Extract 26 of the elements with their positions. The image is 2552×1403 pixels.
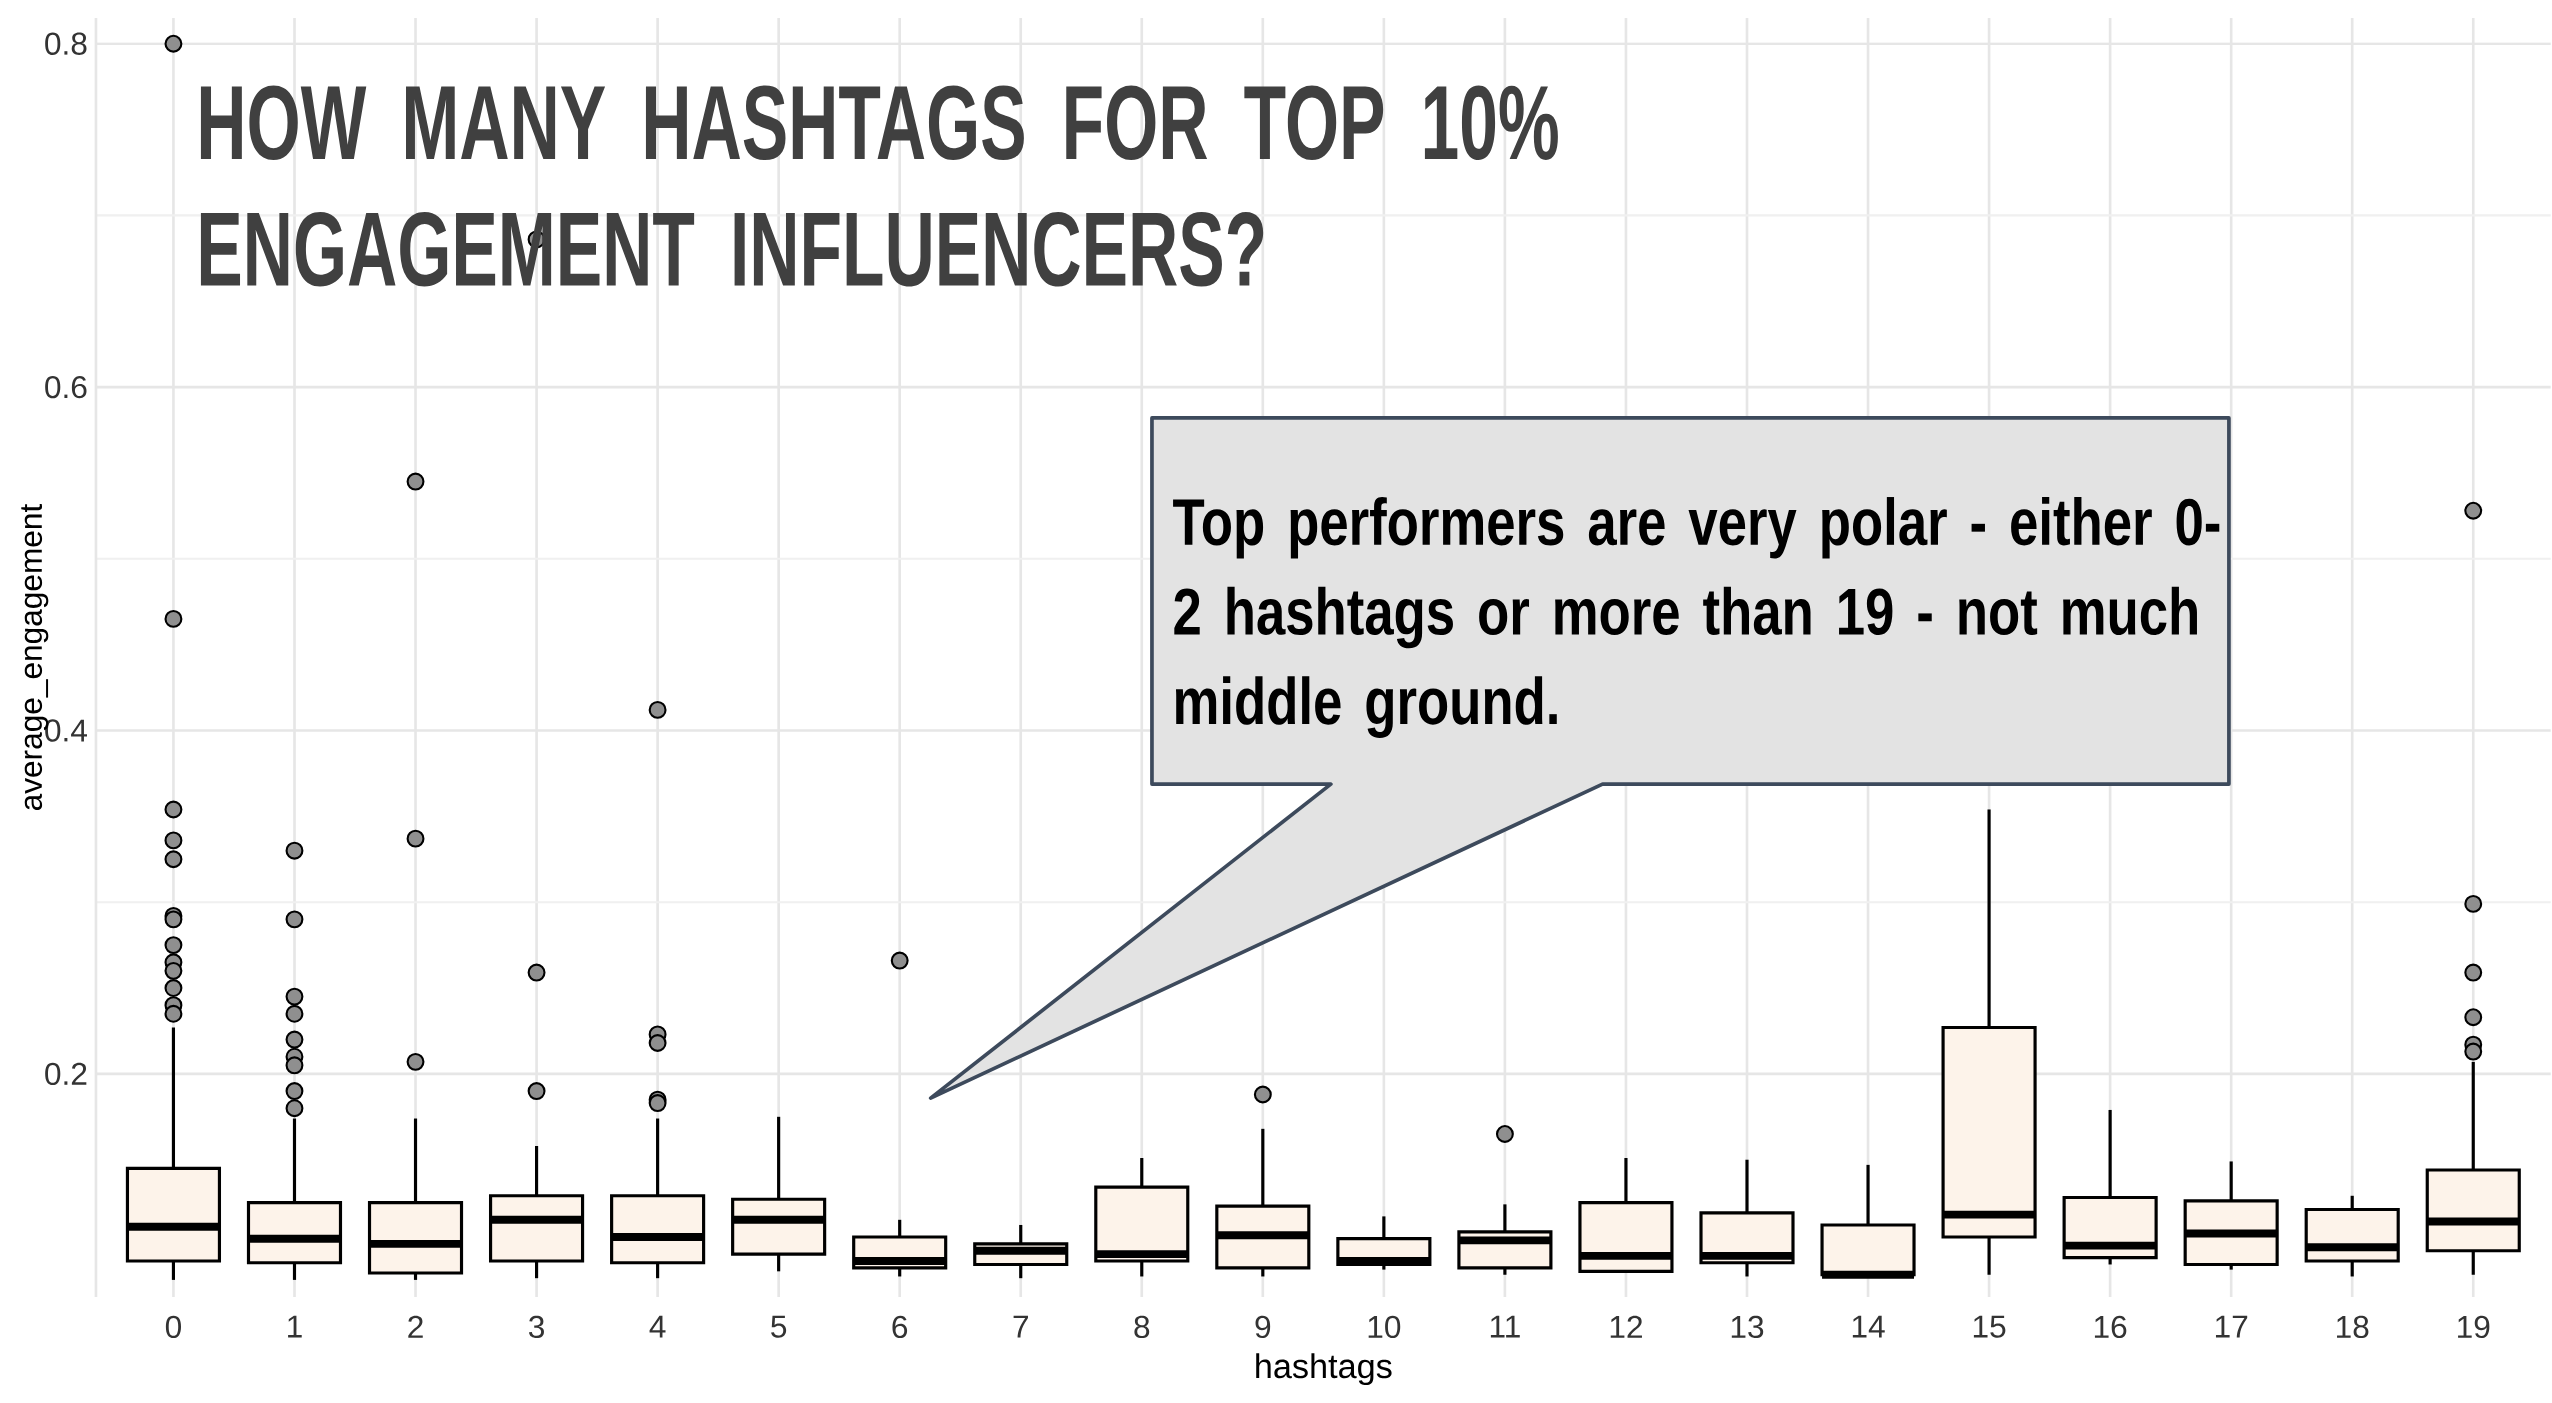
- text: HOW MANY HASHTAGS FOR TOP 10% ENGAGEMENT INFLUENCERS?: [200, 85, 1558, 287]
- x-tick-label: 12: [1610, 1315, 1642, 1338]
- x-tick-label: 15: [1973, 1315, 2006, 1338]
- x-tick-label: 4: [649, 1315, 666, 1338]
- x-tick-label: 3: [529, 1315, 544, 1339]
- x-tick-label: 7: [1013, 1315, 1028, 1338]
- x-tick-label: 17: [2215, 1315, 2248, 1338]
- x-tick-label: 2: [408, 1315, 423, 1338]
- x-tick-label: 19: [2458, 1315, 2490, 1339]
- y-tick-label: 0.6: [45, 376, 87, 399]
- x-tick-label: 14: [1852, 1315, 1885, 1338]
- annotation: Top performers are very polar - either 0-2 hashtags or more than 19 - not much middle ground.: [1173, 497, 2220, 739]
- x-axis-title: hashtags: [1256, 1353, 1392, 1386]
- x-tick-label: 5: [771, 1315, 787, 1338]
- x-tick-label: 0: [165, 1315, 182, 1339]
- x-tick-label: 8: [1134, 1315, 1150, 1339]
- y-tick-label: 0.8: [45, 32, 87, 56]
- x-tick-label: 6: [892, 1315, 908, 1339]
- x-tick-label: 13: [1731, 1315, 1764, 1339]
- x-tick-label: 10: [1368, 1315, 1401, 1339]
- x-tick-label: 16: [2094, 1315, 2127, 1339]
- y-tick-label: 0.2: [45, 1062, 87, 1086]
- x-tick-label: 1: [288, 1315, 302, 1338]
- x-tick-label: 9: [1255, 1315, 1271, 1339]
- x-tick-label: 18: [2337, 1315, 2369, 1339]
- x-tick-label: 11: [1490, 1315, 1520, 1338]
